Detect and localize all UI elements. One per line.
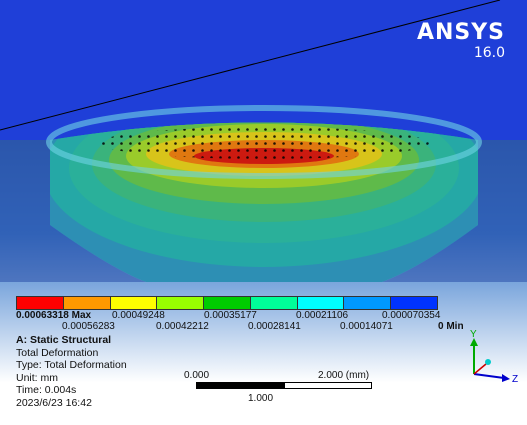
y-axis-arrow — [470, 338, 478, 346]
legend-bottom-label: 0.00042212 — [156, 321, 209, 332]
triad-origin-ball — [485, 359, 491, 365]
legend-swatch — [157, 297, 205, 309]
base-region — [0, 140, 527, 282]
legend-swatch — [63, 297, 111, 309]
plate-edge-line — [0, 0, 501, 131]
result-type: Type: Total Deformation — [16, 359, 127, 372]
legend-swatch — [17, 297, 64, 309]
legend-top-label: 0.00049248 — [112, 310, 165, 321]
legend-swatch — [204, 297, 251, 309]
scale-end-label: 2.000 (mm) — [318, 370, 370, 381]
ansys-brand: ANSYS 16.0 — [416, 20, 505, 61]
z-axis-arrow — [502, 374, 510, 382]
legend-bottom-label: 0.00056283 — [62, 321, 115, 332]
scale-bar — [196, 382, 372, 389]
result-time: Time: 0.004s — [16, 384, 77, 397]
brand-version: 16.0 — [473, 45, 505, 61]
y-axis-label: Y — [470, 330, 477, 340]
result-info-panel: A: Static Structural Total Deformation T… — [16, 334, 127, 410]
surface-ring — [46, 105, 482, 179]
x-axis-line — [473, 363, 487, 375]
legend-swatch — [110, 297, 158, 309]
legend-swatch — [344, 297, 392, 309]
legend-swatch — [250, 297, 298, 309]
legend-bottom-label: 0.00014071 — [340, 321, 393, 332]
scale-mid-label: 1.000 — [248, 393, 274, 404]
plate-surface — [0, 0, 527, 140]
analysis-title: A: Static Structural — [16, 334, 112, 346]
result-unit: Unit: mm — [16, 371, 58, 384]
legend-swatch — [297, 297, 345, 309]
legend-top-label: 0.00035177 — [204, 310, 257, 321]
legend-bottom-label-min: 0 Min — [438, 321, 464, 332]
result-name: Total Deformation — [16, 346, 99, 359]
z-axis-line — [473, 373, 505, 379]
legend-top-label: 0.000070354 — [382, 310, 441, 321]
z-axis-label: Z — [512, 374, 518, 385]
coordinate-triad[interactable]: Y Z — [452, 329, 522, 390]
legend-swatch — [391, 297, 438, 309]
legend-color-bar — [16, 296, 438, 310]
legend-top-label-max: 0.00063318 Max — [16, 310, 92, 321]
legend-bottom-label: 0.00028141 — [248, 321, 301, 332]
result-date: 2023/6/23 16:42 — [16, 396, 92, 409]
legend-top-label: 0.00021106 — [296, 310, 349, 321]
mesh-dot-pattern — [99, 127, 429, 159]
scale-start-label: 0.000 — [184, 370, 210, 381]
brand-name: ANSYS — [416, 20, 505, 45]
